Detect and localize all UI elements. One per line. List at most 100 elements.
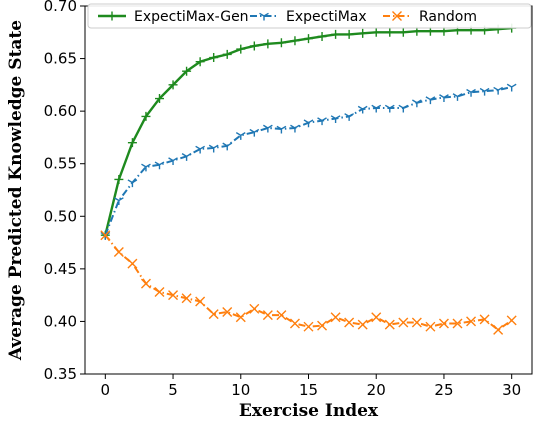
- data-point: [398, 104, 409, 113]
- data-point: [276, 310, 287, 321]
- plot-frame: [84, 5, 533, 375]
- data-point: [208, 309, 219, 320]
- y-tick-label: 0.55: [44, 155, 77, 173]
- data-point: [425, 96, 436, 105]
- data-point: [412, 99, 422, 108]
- data-point: [155, 94, 164, 104]
- data-point: [181, 153, 192, 161]
- data-point: [235, 132, 246, 140]
- data-point: [506, 83, 517, 92]
- series-group: [100, 23, 517, 335]
- data-point: [249, 41, 259, 51]
- y-tick-label: 0.40: [44, 312, 77, 330]
- data-point: [168, 290, 179, 301]
- data-point: [344, 317, 355, 328]
- series-random: [100, 230, 517, 335]
- data-point: [466, 88, 476, 97]
- data-point: [276, 125, 287, 134]
- y-axis-label: Average Predicted Knowledge State: [6, 20, 26, 361]
- data-point: [398, 317, 409, 328]
- series-line: [104, 26, 512, 236]
- data-point: [107, 11, 117, 21]
- data-point: [263, 39, 273, 49]
- data-point: [127, 138, 137, 148]
- data-point: [100, 230, 111, 241]
- series-line: [104, 234, 513, 332]
- data-point: [438, 318, 449, 329]
- data-point: [317, 320, 328, 331]
- data-point: [371, 27, 381, 37]
- y-tick-label: 0.35: [44, 365, 77, 383]
- x-axis-label: Exercise Index: [239, 401, 379, 421]
- data-point: [385, 27, 395, 37]
- data-point: [195, 145, 205, 154]
- x-tick-label: 25: [434, 381, 453, 399]
- data-point: [195, 296, 206, 307]
- y-tick-label: 0.60: [44, 102, 77, 120]
- data-point: [127, 179, 138, 188]
- data-point: [452, 93, 463, 101]
- data-point: [384, 319, 395, 330]
- data-point: [168, 80, 178, 90]
- data-point: [208, 144, 219, 153]
- axes: 0 5 10 15 20 25 30 0.35 0.40 0.45 0.50 0.55 0.60 0.65…: [44, 0, 533, 399]
- data-point: [371, 312, 382, 323]
- data-point: [479, 87, 490, 96]
- data-point: [209, 53, 219, 63]
- data-point: [154, 161, 165, 170]
- x-tick-label: 30: [502, 381, 521, 399]
- data-point: [317, 31, 327, 41]
- data-point: [411, 317, 422, 328]
- series-expectimax: [100, 83, 517, 240]
- data-point: [493, 324, 504, 335]
- data-point: [276, 38, 286, 48]
- data-point: [304, 34, 313, 44]
- data-point: [182, 66, 192, 76]
- data-point: [493, 86, 503, 95]
- data-point: [425, 321, 436, 332]
- data-point: [392, 11, 402, 21]
- data-point: [439, 94, 449, 102]
- data-point: [113, 247, 124, 258]
- data-point: [154, 286, 165, 297]
- data-point: [330, 312, 341, 323]
- data-point: [331, 29, 341, 39]
- y-tick-label: 0.70: [44, 0, 77, 15]
- data-point: [357, 105, 368, 114]
- data-point: [222, 306, 233, 317]
- data-point: [303, 119, 314, 128]
- data-point: [259, 12, 269, 21]
- data-point: [235, 312, 246, 323]
- data-point: [168, 157, 178, 166]
- data-point: [452, 318, 463, 329]
- legend-label: Random: [419, 9, 477, 25]
- data-point: [290, 124, 300, 133]
- data-point: [357, 319, 368, 330]
- data-point: [114, 174, 124, 184]
- data-point: [398, 27, 408, 37]
- data-point: [290, 36, 300, 46]
- y-tick-label: 0.45: [44, 260, 77, 278]
- y-tick-label: 0.50: [44, 207, 77, 225]
- data-point: [249, 128, 260, 137]
- data-point: [140, 278, 151, 289]
- data-point: [344, 29, 354, 39]
- data-point: [330, 115, 341, 124]
- x-tick-label: 10: [231, 381, 250, 399]
- data-point: [371, 104, 382, 113]
- data-point: [195, 57, 205, 67]
- data-point: [222, 49, 232, 59]
- data-point: [384, 104, 395, 113]
- legend-label: ExpectiMax-Gen: [134, 9, 249, 25]
- data-point: [141, 111, 151, 121]
- data-point: [289, 318, 300, 329]
- legend: ExpectiMax-Gen ExpectiMax Random: [87, 3, 532, 29]
- data-point: [263, 124, 273, 133]
- data-point: [127, 258, 138, 269]
- y-tick-label: 0.65: [44, 50, 77, 68]
- data-point: [222, 142, 233, 151]
- x-tick-label: 5: [168, 381, 178, 399]
- data-point: [358, 28, 368, 38]
- legend-label: ExpectiMax: [286, 9, 367, 25]
